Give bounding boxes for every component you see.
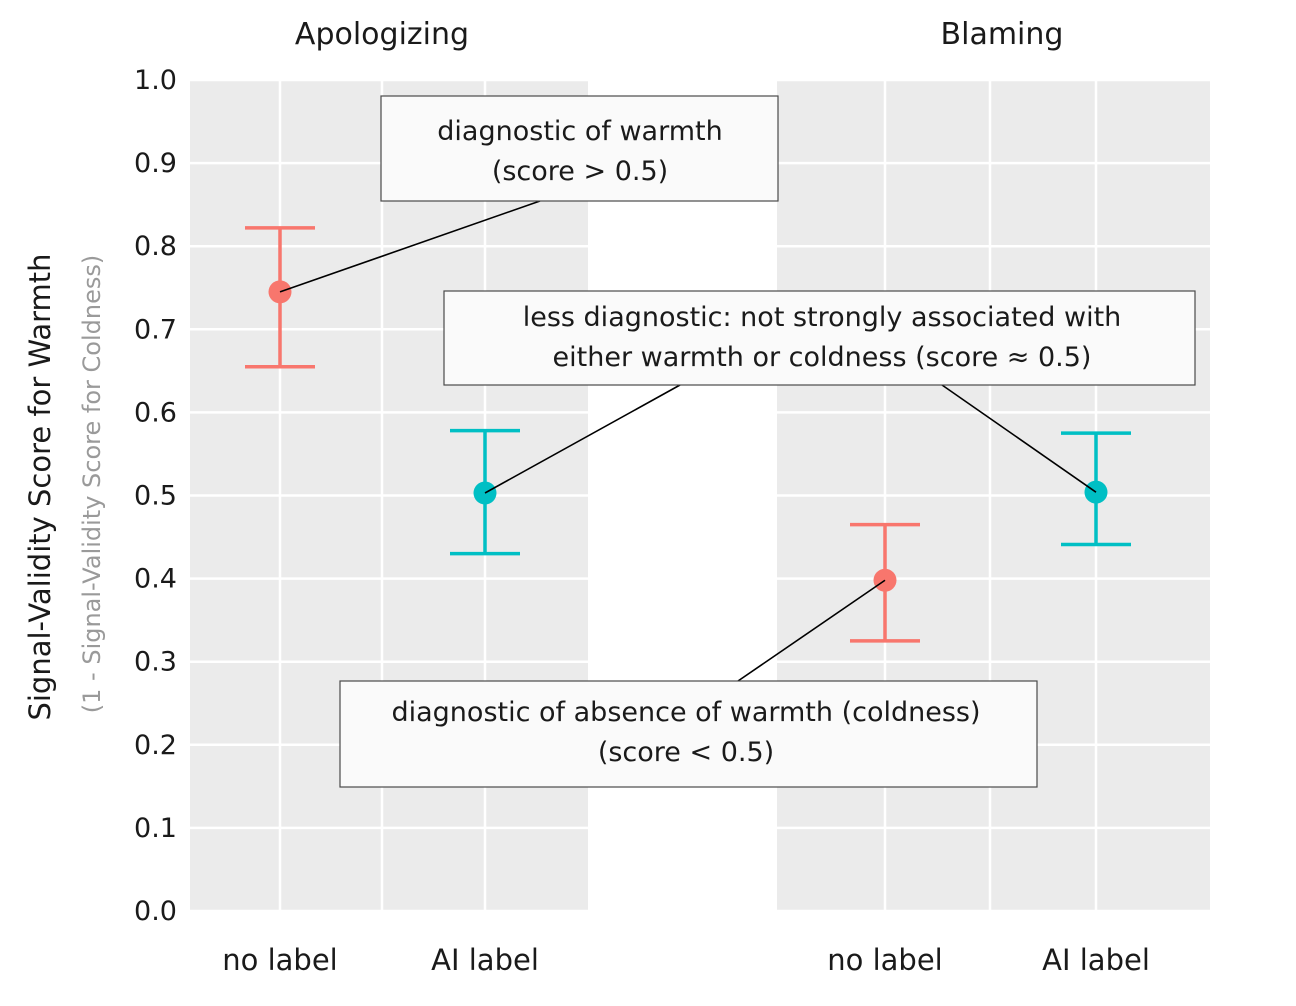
callout-text-line1-2: diagnostic of absence of warmth (coldnes…: [391, 697, 980, 728]
y-axis-title: Signal-Validity Score for Warmth: [23, 253, 57, 720]
y-tick-label: 1.0: [134, 65, 177, 96]
callout-text-line2-0: (score > 0.5): [492, 156, 668, 187]
x-label-blaming-ai-label: AI label: [1042, 943, 1150, 977]
callout-text-line1-0: diagnostic of warmth: [437, 116, 722, 147]
facet-title-apologizing: Apologizing: [295, 17, 469, 52]
y-tick-label: 0.2: [134, 730, 177, 761]
y-tick-label: 0.9: [134, 148, 177, 179]
y-tick-label: 0.3: [134, 647, 177, 678]
x-label-blaming-no-label: no label: [827, 943, 942, 977]
callout-text-line2-2: (score < 0.5): [598, 737, 774, 768]
callout-connector-2-0: [737, 579, 886, 682]
callout-box-2: [339, 680, 1038, 788]
y-tick-label: 0.8: [134, 231, 177, 262]
callout-connector-1-0: [484, 384, 681, 494]
callout-text-line2-1: either warmth or coldness (score ≈ 0.5): [553, 342, 1092, 373]
facet-title-blaming: Blaming: [941, 17, 1064, 52]
y-tick-label: 0.6: [134, 397, 177, 428]
y-tick-label: 0.1: [134, 813, 177, 844]
y-tick-label: 0.7: [134, 314, 177, 345]
callout-box-1: [443, 290, 1196, 386]
x-label-apologizing-ai-label: AI label: [431, 943, 539, 977]
callouts: diagnostic of warmth (score > 0.5) less di…: [279, 95, 1196, 788]
callout-connector-1-1: [941, 384, 1097, 493]
y-tick-label: 0.4: [134, 564, 177, 595]
y-axis-subtitle: (1 - Signal-Validity Score for Coldness): [78, 255, 106, 713]
callout-text-line1-1: less diagnostic: not strongly associated…: [523, 302, 1122, 333]
x-label-apologizing-no-label: no label: [222, 943, 337, 977]
y-tick-label: 0.0: [134, 896, 177, 927]
callout-connector-0-0: [279, 200, 541, 293]
callout-box-0: [380, 95, 779, 202]
y-axis: 0.0 0.1 0.2 0.3 0.4 0.5 0.6 0.7 0.8 0.9 1.0: [134, 65, 177, 927]
y-tick-label: 0.5: [134, 481, 177, 512]
